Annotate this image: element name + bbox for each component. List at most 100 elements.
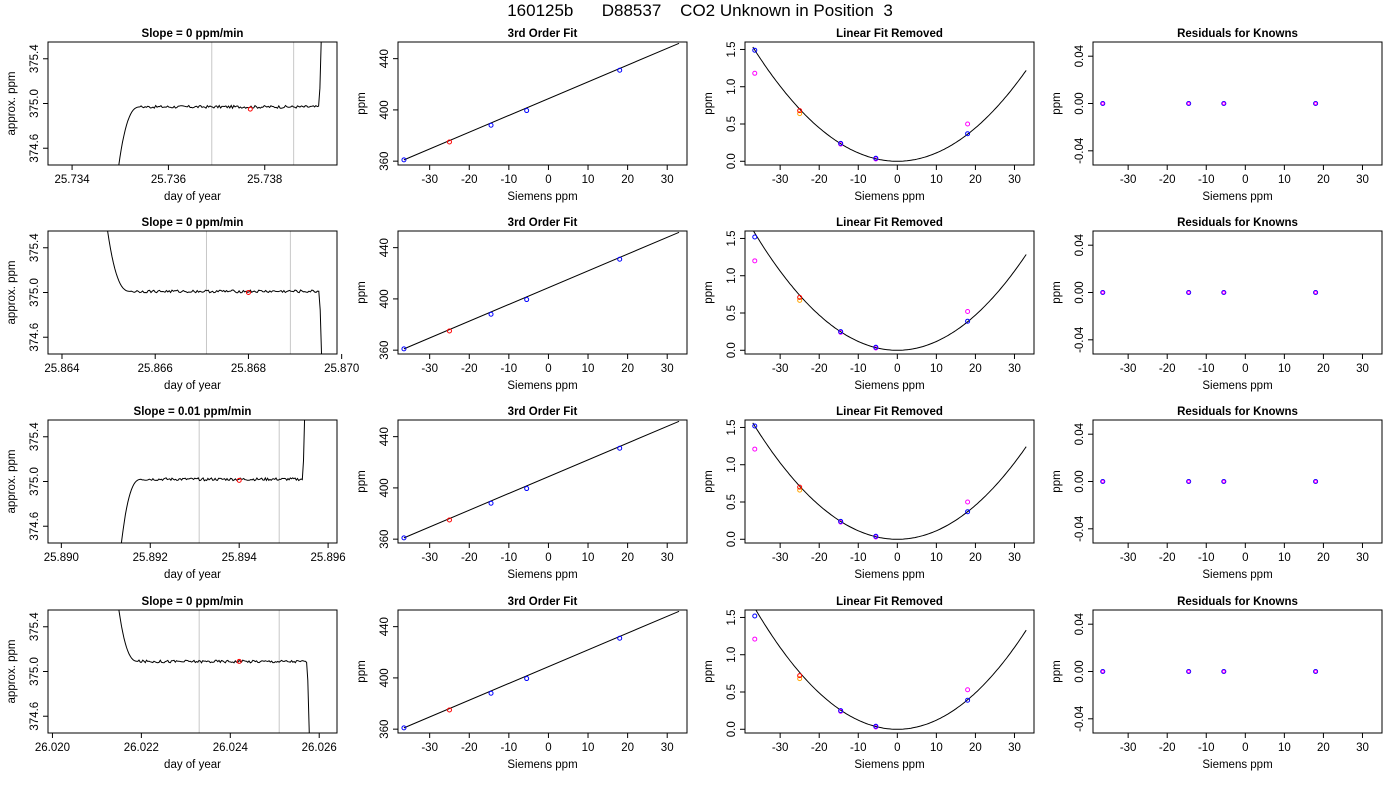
raw-residual-point: [752, 636, 758, 642]
residual-point-overlay: [1222, 290, 1226, 295]
fit-line: [403, 420, 680, 539]
x-tick-label: -30: [772, 552, 789, 564]
y-tick-label: 360: [379, 152, 391, 171]
x-tick-label: -10: [850, 552, 867, 564]
y-axis-label: ppm: [703, 281, 715, 303]
y-tick-label: 440: [379, 238, 391, 257]
panel-title: Linear Fit Removed: [836, 217, 943, 229]
y-tick-label: 360: [379, 530, 391, 549]
x-tick-label: -10: [850, 742, 867, 754]
residual-point: [1100, 101, 1106, 106]
x-tick-label: -20: [811, 742, 828, 754]
x-tick-label: 20: [621, 552, 634, 564]
x-tick-label: 10: [582, 742, 595, 754]
x-tick-label: 25.890: [44, 552, 79, 564]
y-tick-label: 440: [379, 427, 391, 446]
panel-title: Slope = 0 ppm/min: [142, 217, 244, 229]
x-axis-label: day of year: [164, 759, 221, 771]
known-standard-point: [965, 318, 971, 324]
x-tick-label: 26.026: [302, 742, 337, 754]
unknown-sample-point: [797, 108, 803, 114]
x-axis-label: Siemens ppm: [507, 759, 577, 771]
y-axis-label: approx. ppm: [6, 261, 18, 325]
unknown-sample-point: [797, 294, 803, 300]
y-tick-label: 375.0: [29, 278, 41, 307]
fit-line: [403, 42, 680, 161]
x-tick-label: -20: [461, 742, 478, 754]
concentration-trace: [118, 42, 322, 165]
known-standard-point: [965, 697, 971, 703]
x-tick-label: 20: [1317, 363, 1330, 375]
y-tick-label: 0.5: [726, 116, 738, 132]
known-standard-point: [752, 613, 758, 619]
sample-mean-marker: [247, 106, 253, 112]
x-axis-label: Siemens ppm: [854, 759, 924, 771]
x-tick-label: 30: [1356, 363, 1369, 375]
x-tick-label: 10: [582, 552, 595, 564]
y-tick-label: 360: [379, 720, 391, 739]
known-standard-point: [838, 329, 844, 335]
sample-mean-marker: [236, 477, 242, 483]
panel-1-2: 3rd Order Fit Siemens ppm ppm -30 -20 -10 0 10 2…: [356, 28, 688, 203]
residual-point: [1313, 479, 1319, 484]
y-axis-label: ppm: [356, 281, 368, 303]
y-tick-label: 374.6: [29, 134, 41, 163]
y-tick-label: 375.4: [29, 44, 41, 73]
y-tick-label: 375.4: [29, 233, 41, 262]
x-tick-label: -30: [421, 174, 438, 186]
raw-residual-point: [965, 309, 971, 315]
y-axis-label: approx. ppm: [6, 72, 18, 136]
known-standard-point: [838, 518, 844, 524]
x-axis-label: day of year: [164, 191, 221, 203]
unknown-sample-point: [797, 673, 803, 679]
y-tick-label: 0.0: [726, 342, 738, 358]
y-tick-label: -0.04: [1074, 137, 1086, 164]
x-tick-label: -30: [772, 363, 789, 375]
residual-point: [1221, 479, 1227, 484]
sample-estimate-point: [797, 297, 803, 303]
residual-point: [1100, 479, 1106, 484]
x-tick-label: -10: [1198, 174, 1215, 186]
known-standard-point: [401, 535, 407, 541]
x-tick-label: 20: [969, 552, 982, 564]
panel-3-2: 3rd Order Fit Siemens ppm ppm -30 -20 -10 0 10 2…: [356, 406, 688, 581]
residual-point: [1100, 669, 1106, 674]
x-tick-label: -10: [501, 552, 518, 564]
known-standard-point: [873, 533, 879, 539]
residual-point: [1186, 290, 1192, 295]
plot-frame: [744, 419, 1035, 544]
curvature-line: [752, 46, 1027, 162]
y-tick-label: 0.0: [726, 721, 738, 737]
known-standard-point: [488, 690, 494, 696]
panel-title: 3rd Order Fit: [508, 217, 578, 229]
residual-point-overlay: [1101, 101, 1105, 106]
x-tick-label: 0: [545, 363, 551, 375]
y-tick-label: -0.04: [1074, 515, 1086, 542]
concentration-trace: [118, 610, 310, 733]
plot-area: [752, 231, 1027, 351]
residual-point-overlay: [1222, 479, 1226, 484]
panel-4-3: Linear Fit Removed Siemens ppm ppm -30 -20 -1…: [703, 596, 1035, 771]
panel-2-4: Residuals for Knowns Siemens ppm ppm -30 -20…: [1051, 217, 1383, 392]
plot-frame: [47, 230, 338, 355]
y-axis-label: approx. ppm: [6, 450, 18, 514]
y-tick-label: 0.5: [726, 305, 738, 321]
known-standard-point: [873, 344, 879, 350]
panel-3-1: Slope = 0.01 ppm/min day of year approx. p…: [6, 406, 346, 581]
x-tick-label: -30: [772, 742, 789, 754]
x-tick-label: -10: [501, 742, 518, 754]
plot-frame: [397, 419, 688, 544]
residual-point-overlay: [1101, 669, 1105, 674]
y-tick-label: 1.5: [726, 609, 738, 625]
x-tick-label: 26.024: [213, 742, 249, 754]
x-tick-label: 0: [894, 552, 900, 564]
plot-frame: [47, 609, 338, 734]
known-standard-point: [873, 155, 879, 161]
plot-frame: [744, 609, 1035, 734]
x-tick-label: 0: [894, 363, 900, 375]
plot-frame: [744, 41, 1035, 166]
residual-point-overlay: [1313, 101, 1318, 106]
x-tick-label: 25.868: [231, 363, 266, 375]
panel-title: Slope = 0 ppm/min: [142, 28, 244, 40]
